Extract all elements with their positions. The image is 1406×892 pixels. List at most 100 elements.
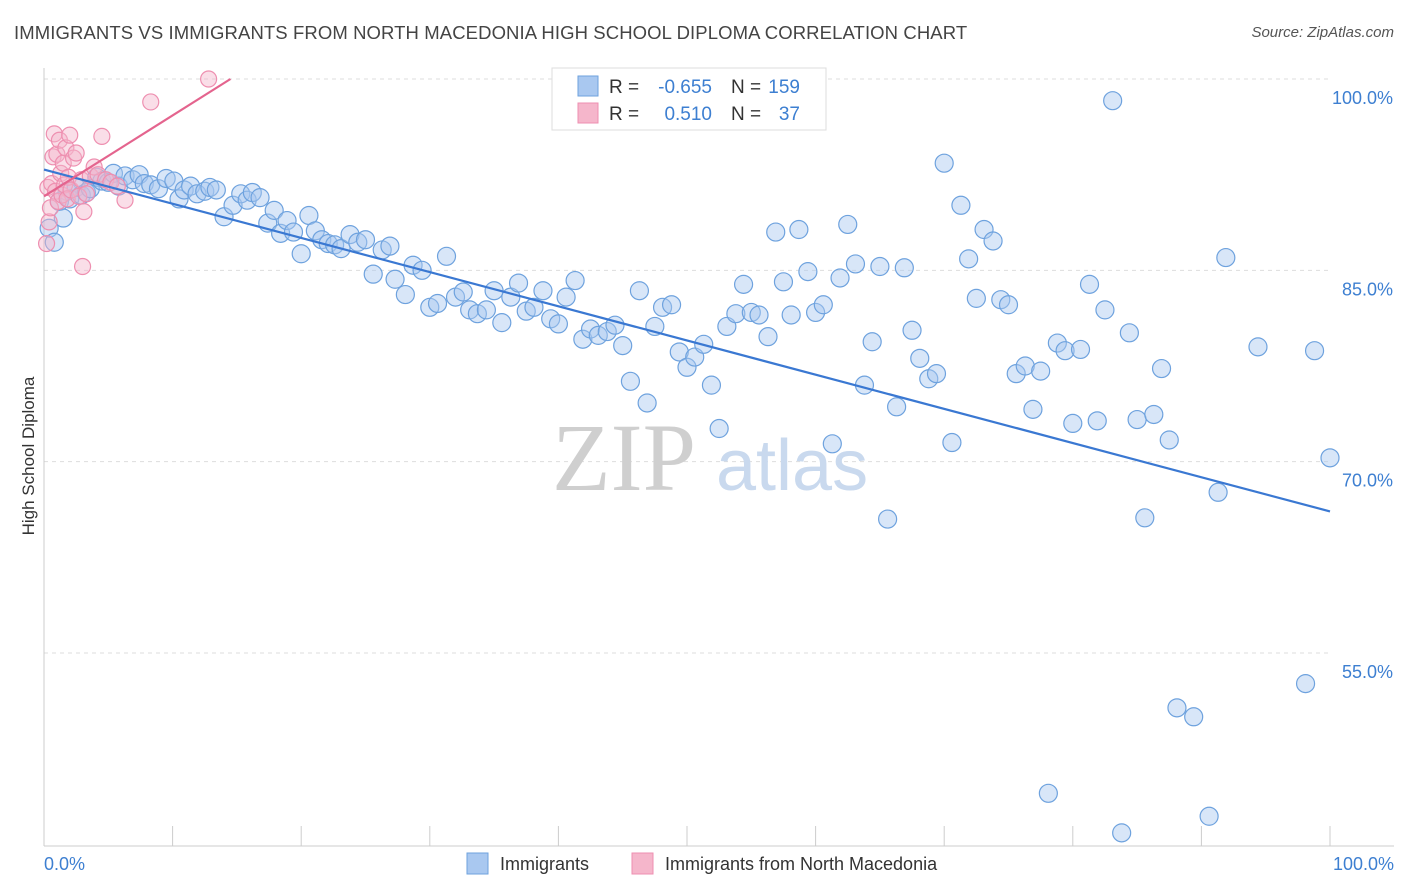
- immigrants-point-94: [709, 418, 729, 439]
- immigrants-point-157: [1295, 674, 1316, 694]
- immigrants-point-37: [264, 200, 284, 220]
- x-tick-label-min: 0.0%: [44, 854, 85, 874]
- immigrants-point-50: [355, 230, 376, 250]
- immigrants-point-135: [1038, 783, 1058, 803]
- watermark-atlas: atlas: [716, 426, 868, 506]
- immigrants-point-55: [395, 284, 415, 305]
- immigrants-point-118: [902, 320, 922, 340]
- series-legend-label-north-macedonia: Immigrants from North Macedonia: [665, 854, 938, 874]
- immigrants-point-124: [951, 195, 971, 215]
- immigrants-point-158: [1304, 341, 1325, 361]
- north-macedonia-point-35: [200, 70, 218, 88]
- immigrants-point-21: [156, 168, 176, 189]
- immigrants-point-97: [733, 274, 754, 294]
- y-axis-label: High School Diploma: [19, 376, 38, 535]
- immigrants-point-51: [363, 264, 383, 284]
- immigrants-point-142: [1095, 300, 1115, 320]
- immigrants-point-138: [1063, 413, 1083, 433]
- immigrants-point-139: [1070, 339, 1091, 360]
- immigrants-point-39: [277, 210, 297, 231]
- immigrants-point-105: [798, 262, 818, 282]
- immigrants-point-153: [1199, 806, 1219, 826]
- immigrants-point-137: [1055, 341, 1075, 361]
- legend-swatch-north-macedonia: [577, 102, 599, 124]
- immigrants-point-155: [1216, 247, 1236, 268]
- legend-n-value-2: 37: [779, 104, 800, 125]
- legend-r-label-2: R =: [609, 104, 639, 125]
- immigrants-point-110: [838, 214, 858, 235]
- legend-r-value-2: 0.510: [664, 104, 712, 125]
- north-macedonia-point-25: [77, 185, 96, 203]
- north-macedonia-point-0: [37, 234, 56, 253]
- immigrants-point-88: [661, 295, 682, 315]
- immigrants-point-16: [123, 170, 143, 190]
- immigrants-point-154: [1208, 482, 1228, 502]
- immigrants-points: [39, 91, 1340, 843]
- north-macedonia-points: [37, 70, 218, 276]
- immigrants-point-149: [1151, 358, 1172, 379]
- immigrants-point-123: [942, 432, 962, 453]
- north-macedonia-point-34: [142, 93, 160, 111]
- north-macedonia-point-33: [116, 191, 134, 209]
- immigrants-point-93: [701, 375, 722, 395]
- immigrants-point-143: [1103, 91, 1123, 111]
- immigrants-point-115: [878, 509, 898, 529]
- immigrants-point-113: [862, 332, 882, 352]
- series-legend-label-immigrants: Immigrants: [500, 854, 589, 874]
- immigrants-point-20: [148, 179, 169, 199]
- immigrants-point-77: [573, 329, 593, 349]
- legend-n-value-1: 159: [768, 77, 800, 98]
- immigrants-point-147: [1135, 508, 1155, 528]
- north-macedonia-point-21: [67, 144, 85, 162]
- immigrants-point-103: [781, 305, 801, 325]
- immigrants-point-159: [1320, 448, 1340, 468]
- watermark: ZIP atlas: [552, 404, 868, 511]
- immigrants-point-100: [758, 327, 778, 347]
- north-macedonia-point-24: [75, 203, 93, 221]
- immigrants-point-78: [580, 319, 601, 339]
- immigrants-point-144: [1112, 823, 1132, 843]
- immigrants-point-111: [845, 254, 866, 274]
- immigrants-point-25: [181, 176, 201, 196]
- immigrants-point-106: [805, 302, 826, 323]
- trend-lines: [43, 78, 1331, 513]
- y-tick-label-1: 85.0%: [1342, 279, 1393, 299]
- series-legend-swatch-immigrants: [466, 852, 489, 875]
- immigrants-point-84: [629, 281, 650, 301]
- y-tick-label-3: 55.0%: [1342, 662, 1393, 682]
- immigrants-point-67: [492, 313, 512, 333]
- axes: [43, 68, 1394, 847]
- immigrants-point-69: [508, 273, 529, 293]
- immigrants-point-96: [726, 304, 746, 324]
- north-macedonia-point-8: [48, 145, 66, 163]
- immigrants-point-121: [926, 364, 947, 384]
- immigrants-point-75: [556, 287, 576, 307]
- legend-n-label-1: N =: [731, 77, 761, 98]
- immigrants-point-117: [894, 258, 914, 278]
- immigrants-point-140: [1079, 274, 1100, 294]
- immigrants-point-53: [380, 236, 400, 256]
- immigrants-point-108: [822, 434, 842, 454]
- immigrants-point-29: [206, 180, 226, 200]
- immigrants-point-71: [524, 297, 544, 317]
- immigrants-point-90: [677, 357, 697, 377]
- immigrants-point-74: [548, 314, 569, 334]
- immigrants-point-119: [910, 348, 930, 368]
- north-macedonia-point-32: [108, 177, 126, 195]
- chart-source: Source: ZipAtlas.com: [1251, 24, 1394, 41]
- immigrants-point-3: [53, 208, 73, 228]
- immigrants-point-85: [637, 393, 657, 413]
- immigrants-point-101: [766, 222, 786, 242]
- correlation-legend: R = -0.655 N = 159 R = 0.510 N = 37: [551, 67, 827, 131]
- immigrants-point-59: [427, 293, 448, 314]
- immigrants-point-107: [813, 295, 833, 315]
- y-tick-label-0: 100.0%: [1332, 88, 1393, 108]
- immigrants-point-141: [1087, 411, 1107, 431]
- immigrants-point-99: [749, 305, 769, 325]
- north-macedonia-point-2: [40, 213, 58, 231]
- immigrants-point-82: [613, 335, 633, 356]
- immigrants-point-148: [1144, 404, 1164, 425]
- immigrants-point-65: [476, 300, 496, 320]
- watermark-zip: ZIP: [552, 404, 696, 511]
